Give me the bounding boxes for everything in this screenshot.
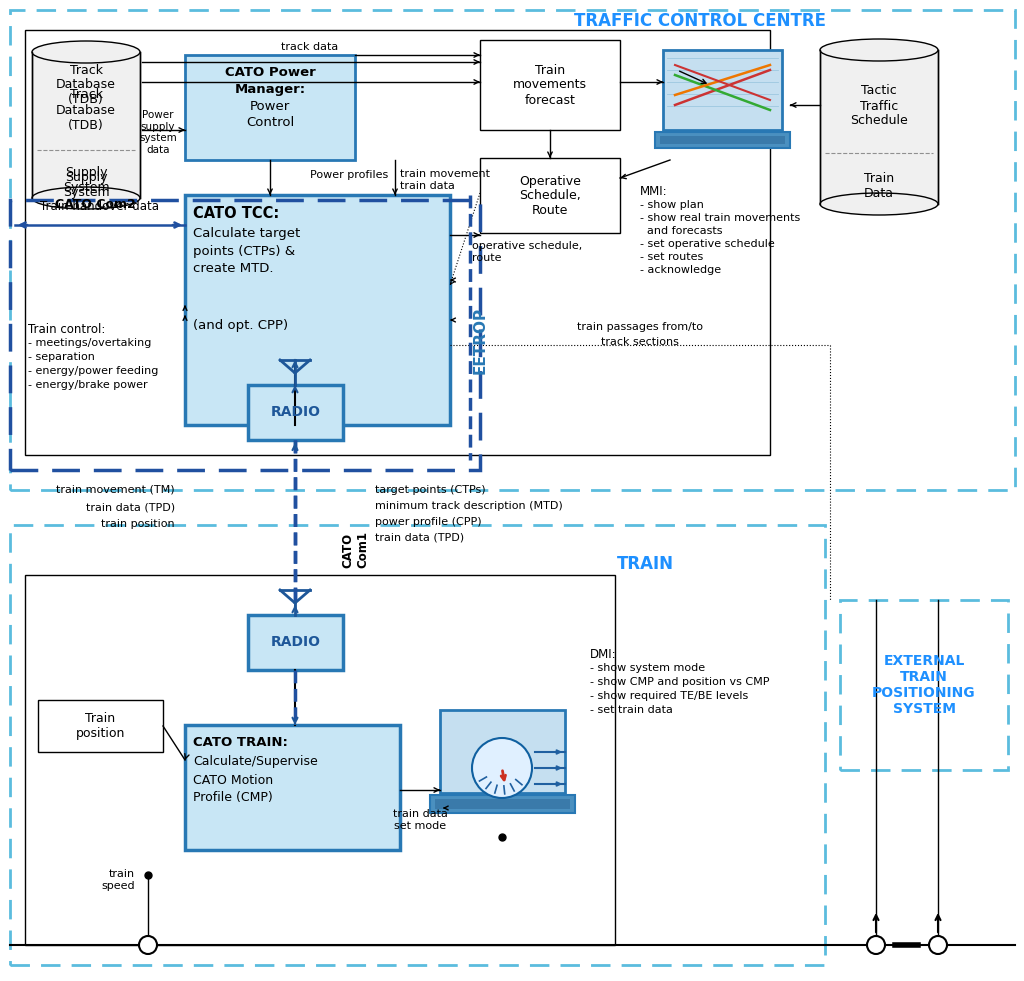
Text: - show system mode: - show system mode bbox=[590, 663, 706, 673]
Bar bbox=[25, 575, 615, 945]
Bar bbox=[248, 615, 343, 670]
Text: train data
set mode: train data set mode bbox=[392, 809, 447, 831]
Text: and forecasts: and forecasts bbox=[640, 226, 723, 236]
Ellipse shape bbox=[820, 193, 938, 215]
Bar bbox=[32, 52, 140, 198]
Text: train movement
train data: train movement train data bbox=[400, 169, 490, 190]
Bar bbox=[10, 200, 480, 470]
Ellipse shape bbox=[32, 187, 140, 209]
Text: Control: Control bbox=[246, 117, 294, 129]
Text: Operative
Schedule,
Route: Operative Schedule, Route bbox=[519, 175, 581, 218]
Text: points (CTPs) &: points (CTPs) & bbox=[193, 244, 295, 257]
Circle shape bbox=[929, 936, 947, 954]
Bar bbox=[25, 30, 770, 455]
Text: train position: train position bbox=[101, 519, 175, 529]
Ellipse shape bbox=[32, 41, 140, 63]
Text: Calculate/Supervise: Calculate/Supervise bbox=[193, 755, 317, 768]
Text: Profile (CMP): Profile (CMP) bbox=[193, 792, 272, 804]
Text: - separation: - separation bbox=[28, 352, 95, 362]
Text: CATO Motion: CATO Motion bbox=[193, 773, 273, 787]
Bar bbox=[185, 195, 450, 425]
Text: Power profiles: Power profiles bbox=[310, 170, 388, 180]
Text: train movement (TM): train movement (TM) bbox=[56, 485, 175, 495]
Text: - set train data: - set train data bbox=[590, 705, 673, 715]
Bar bbox=[185, 725, 400, 850]
Text: - show plan: - show plan bbox=[640, 200, 703, 210]
Text: CATO
Com1: CATO Com1 bbox=[341, 532, 369, 569]
Bar bbox=[655, 132, 790, 148]
Text: EETROP: EETROP bbox=[472, 306, 487, 374]
Text: train
speed: train speed bbox=[101, 869, 135, 891]
Text: - acknowledge: - acknowledge bbox=[640, 265, 721, 275]
Text: track sections: track sections bbox=[601, 337, 679, 347]
Text: CATO TCC:: CATO TCC: bbox=[193, 205, 280, 221]
Text: Train
Data: Train Data bbox=[864, 172, 894, 200]
Bar bbox=[440, 710, 565, 793]
Text: Power
supply
system
data: Power supply system data bbox=[139, 110, 177, 155]
Text: minimum track description (MTD): minimum track description (MTD) bbox=[375, 501, 563, 511]
Text: - set operative schedule: - set operative schedule bbox=[640, 239, 775, 249]
Text: RADIO: RADIO bbox=[270, 636, 321, 649]
Bar bbox=[185, 55, 355, 160]
Text: Train handover data: Train handover data bbox=[41, 200, 160, 213]
Text: train data (TPD): train data (TPD) bbox=[86, 502, 175, 512]
Text: - energy/power feeding: - energy/power feeding bbox=[28, 366, 159, 376]
Text: Supply
System: Supply System bbox=[62, 171, 110, 199]
Text: Calculate target: Calculate target bbox=[193, 227, 300, 239]
Text: Track
Database
(TDB): Track Database (TDB) bbox=[56, 64, 116, 107]
Circle shape bbox=[867, 936, 885, 954]
Text: CATO TRAIN:: CATO TRAIN: bbox=[193, 737, 288, 749]
Text: - energy/brake power: - energy/brake power bbox=[28, 380, 147, 390]
Bar bbox=[480, 40, 620, 130]
Text: create MTD.: create MTD. bbox=[193, 263, 273, 276]
Bar bbox=[660, 136, 785, 144]
Bar bbox=[38, 700, 163, 752]
Text: - show required TE/BE levels: - show required TE/BE levels bbox=[590, 691, 749, 701]
Text: EXTERNAL
TRAIN
POSITIONING
SYSTEM: EXTERNAL TRAIN POSITIONING SYSTEM bbox=[872, 653, 976, 716]
Bar bbox=[480, 158, 620, 233]
Bar bbox=[840, 600, 1008, 770]
Text: Train
position: Train position bbox=[76, 712, 125, 740]
Text: DMI:: DMI: bbox=[590, 648, 616, 661]
Text: TRAIN: TRAIN bbox=[616, 555, 674, 573]
Text: operative schedule,
route: operative schedule, route bbox=[472, 241, 583, 263]
Text: (and opt. CPP): (and opt. CPP) bbox=[193, 319, 288, 332]
Text: Supply
System: Supply System bbox=[62, 166, 110, 194]
Bar bbox=[248, 385, 343, 440]
Ellipse shape bbox=[820, 39, 938, 61]
Text: - show CMP and position vs CMP: - show CMP and position vs CMP bbox=[590, 677, 769, 687]
Bar bbox=[435, 799, 570, 809]
Text: Train control:: Train control: bbox=[28, 323, 105, 336]
Circle shape bbox=[472, 738, 532, 798]
Text: - meetings/overtaking: - meetings/overtaking bbox=[28, 338, 152, 348]
Text: RADIO: RADIO bbox=[270, 405, 321, 420]
Text: train passages from/to: train passages from/to bbox=[577, 322, 703, 332]
Circle shape bbox=[139, 936, 157, 954]
Text: target points (CTPs): target points (CTPs) bbox=[375, 485, 485, 495]
Text: CATO Power: CATO Power bbox=[224, 67, 315, 79]
Text: Train
movements
forecast: Train movements forecast bbox=[513, 64, 587, 107]
Text: train data (TPD): train data (TPD) bbox=[375, 533, 464, 543]
Text: MMI:: MMI: bbox=[640, 185, 668, 198]
Text: Track
Database
(TDB): Track Database (TDB) bbox=[56, 88, 116, 131]
Text: - show real train movements: - show real train movements bbox=[640, 213, 800, 223]
Text: Tactic
Traffic
Schedule: Tactic Traffic Schedule bbox=[850, 84, 908, 128]
Text: track data: track data bbox=[282, 42, 339, 52]
Text: power profile (CPP): power profile (CPP) bbox=[375, 517, 481, 527]
Bar bbox=[663, 50, 782, 130]
Bar bbox=[10, 525, 825, 965]
Bar bbox=[430, 795, 575, 813]
Text: - set routes: - set routes bbox=[640, 252, 703, 262]
Text: Power: Power bbox=[250, 100, 290, 114]
Text: Manager:: Manager: bbox=[234, 82, 305, 95]
Bar bbox=[820, 50, 938, 204]
Text: TRAFFIC CONTROL CENTRE: TRAFFIC CONTROL CENTRE bbox=[574, 12, 826, 30]
Bar bbox=[10, 10, 1015, 490]
Text: CATO Com2: CATO Com2 bbox=[54, 198, 135, 212]
